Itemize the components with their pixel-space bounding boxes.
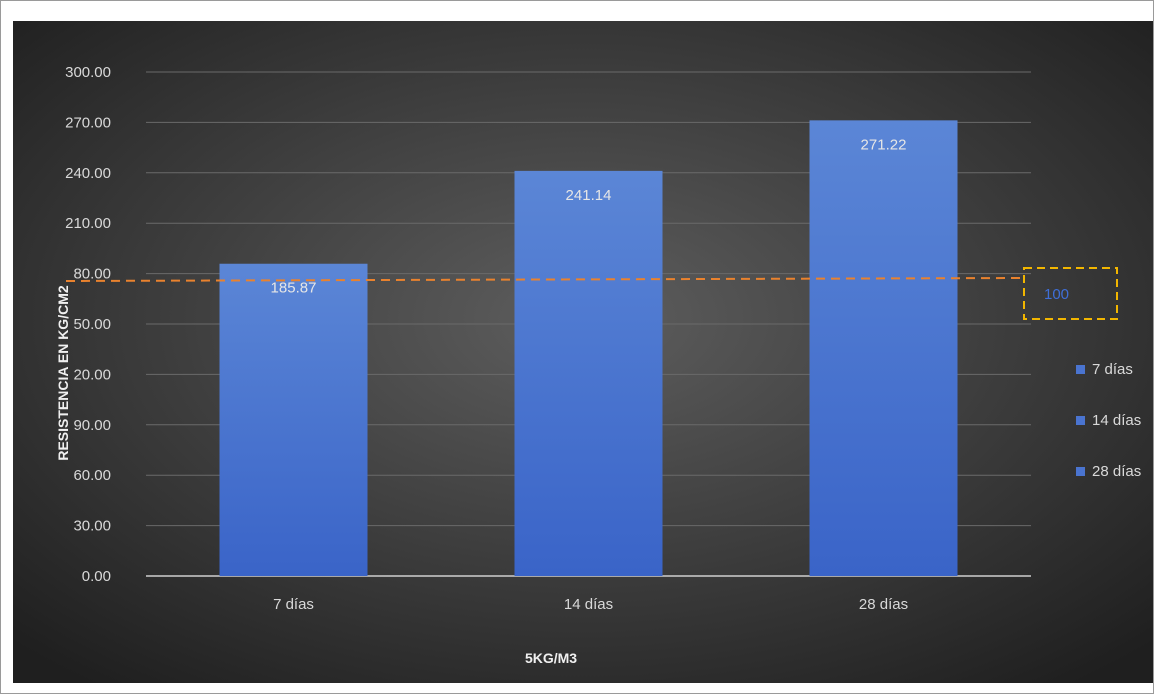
y-axis-title: RESISTENCIA EN KG/CM2 bbox=[55, 285, 71, 460]
y-tick-label: 240.00 bbox=[65, 165, 111, 182]
legend-swatch bbox=[1076, 467, 1085, 476]
y-tick-label: 50.00 bbox=[73, 316, 111, 333]
y-tick-label: 90.00 bbox=[73, 417, 111, 434]
y-tick-label: 20.00 bbox=[73, 366, 111, 383]
y-tick-label: 60.00 bbox=[73, 467, 111, 484]
bar-data-label: 271.22 bbox=[861, 136, 907, 153]
y-tick-label: 270.00 bbox=[65, 114, 111, 131]
reference-line bbox=[65, 277, 1024, 282]
legend-label: 7 días bbox=[1092, 361, 1133, 378]
y-tick-label: 0.00 bbox=[82, 568, 111, 585]
bar bbox=[514, 170, 663, 576]
legend-swatch bbox=[1076, 365, 1085, 374]
bar bbox=[219, 263, 368, 576]
y-tick-label: 210.00 bbox=[65, 215, 111, 232]
y-tick-labels: 0.00 30.00 60.00 90.00 20.00 50.00 80.00 210.00… bbox=[65, 64, 111, 585]
bar bbox=[809, 120, 958, 576]
reference-line-group: 100 bbox=[65, 267, 1118, 320]
y-tick-label: 30.00 bbox=[73, 518, 111, 535]
y-tick-label: 300.00 bbox=[65, 64, 111, 81]
legend-label: 14 días bbox=[1092, 412, 1141, 429]
legend: 7 días 14 días 28 días bbox=[1076, 361, 1141, 480]
y-tick-label: 80.00 bbox=[73, 266, 111, 283]
bar-data-label: 241.14 bbox=[566, 187, 612, 204]
x-tick-labels: 7 días 14 días 28 días bbox=[273, 596, 908, 613]
legend-swatch bbox=[1076, 416, 1085, 425]
bars: 185.87 241.14 271.22 bbox=[219, 120, 958, 576]
x-tick-label: 7 días bbox=[273, 596, 314, 613]
annotation-box bbox=[1023, 267, 1118, 320]
x-axis-title: 5KG/M3 bbox=[525, 650, 577, 666]
x-tick-label: 28 días bbox=[859, 596, 908, 613]
annotation-label: 100 bbox=[1044, 286, 1069, 303]
bar-data-label: 185.87 bbox=[271, 280, 317, 297]
x-tick-label: 14 días bbox=[564, 596, 613, 613]
legend-label: 28 días bbox=[1092, 463, 1141, 480]
